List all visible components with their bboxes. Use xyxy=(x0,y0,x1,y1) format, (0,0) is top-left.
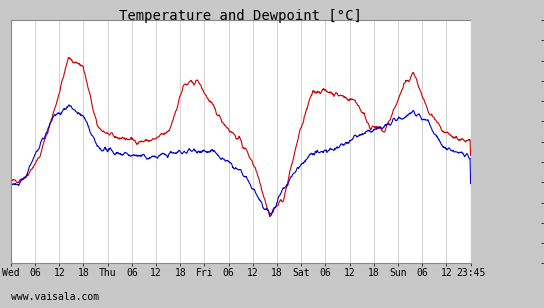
Text: Temperature and Dewpoint [°C]: Temperature and Dewpoint [°C] xyxy=(119,9,362,23)
Text: www.vaisala.com: www.vaisala.com xyxy=(11,292,99,302)
